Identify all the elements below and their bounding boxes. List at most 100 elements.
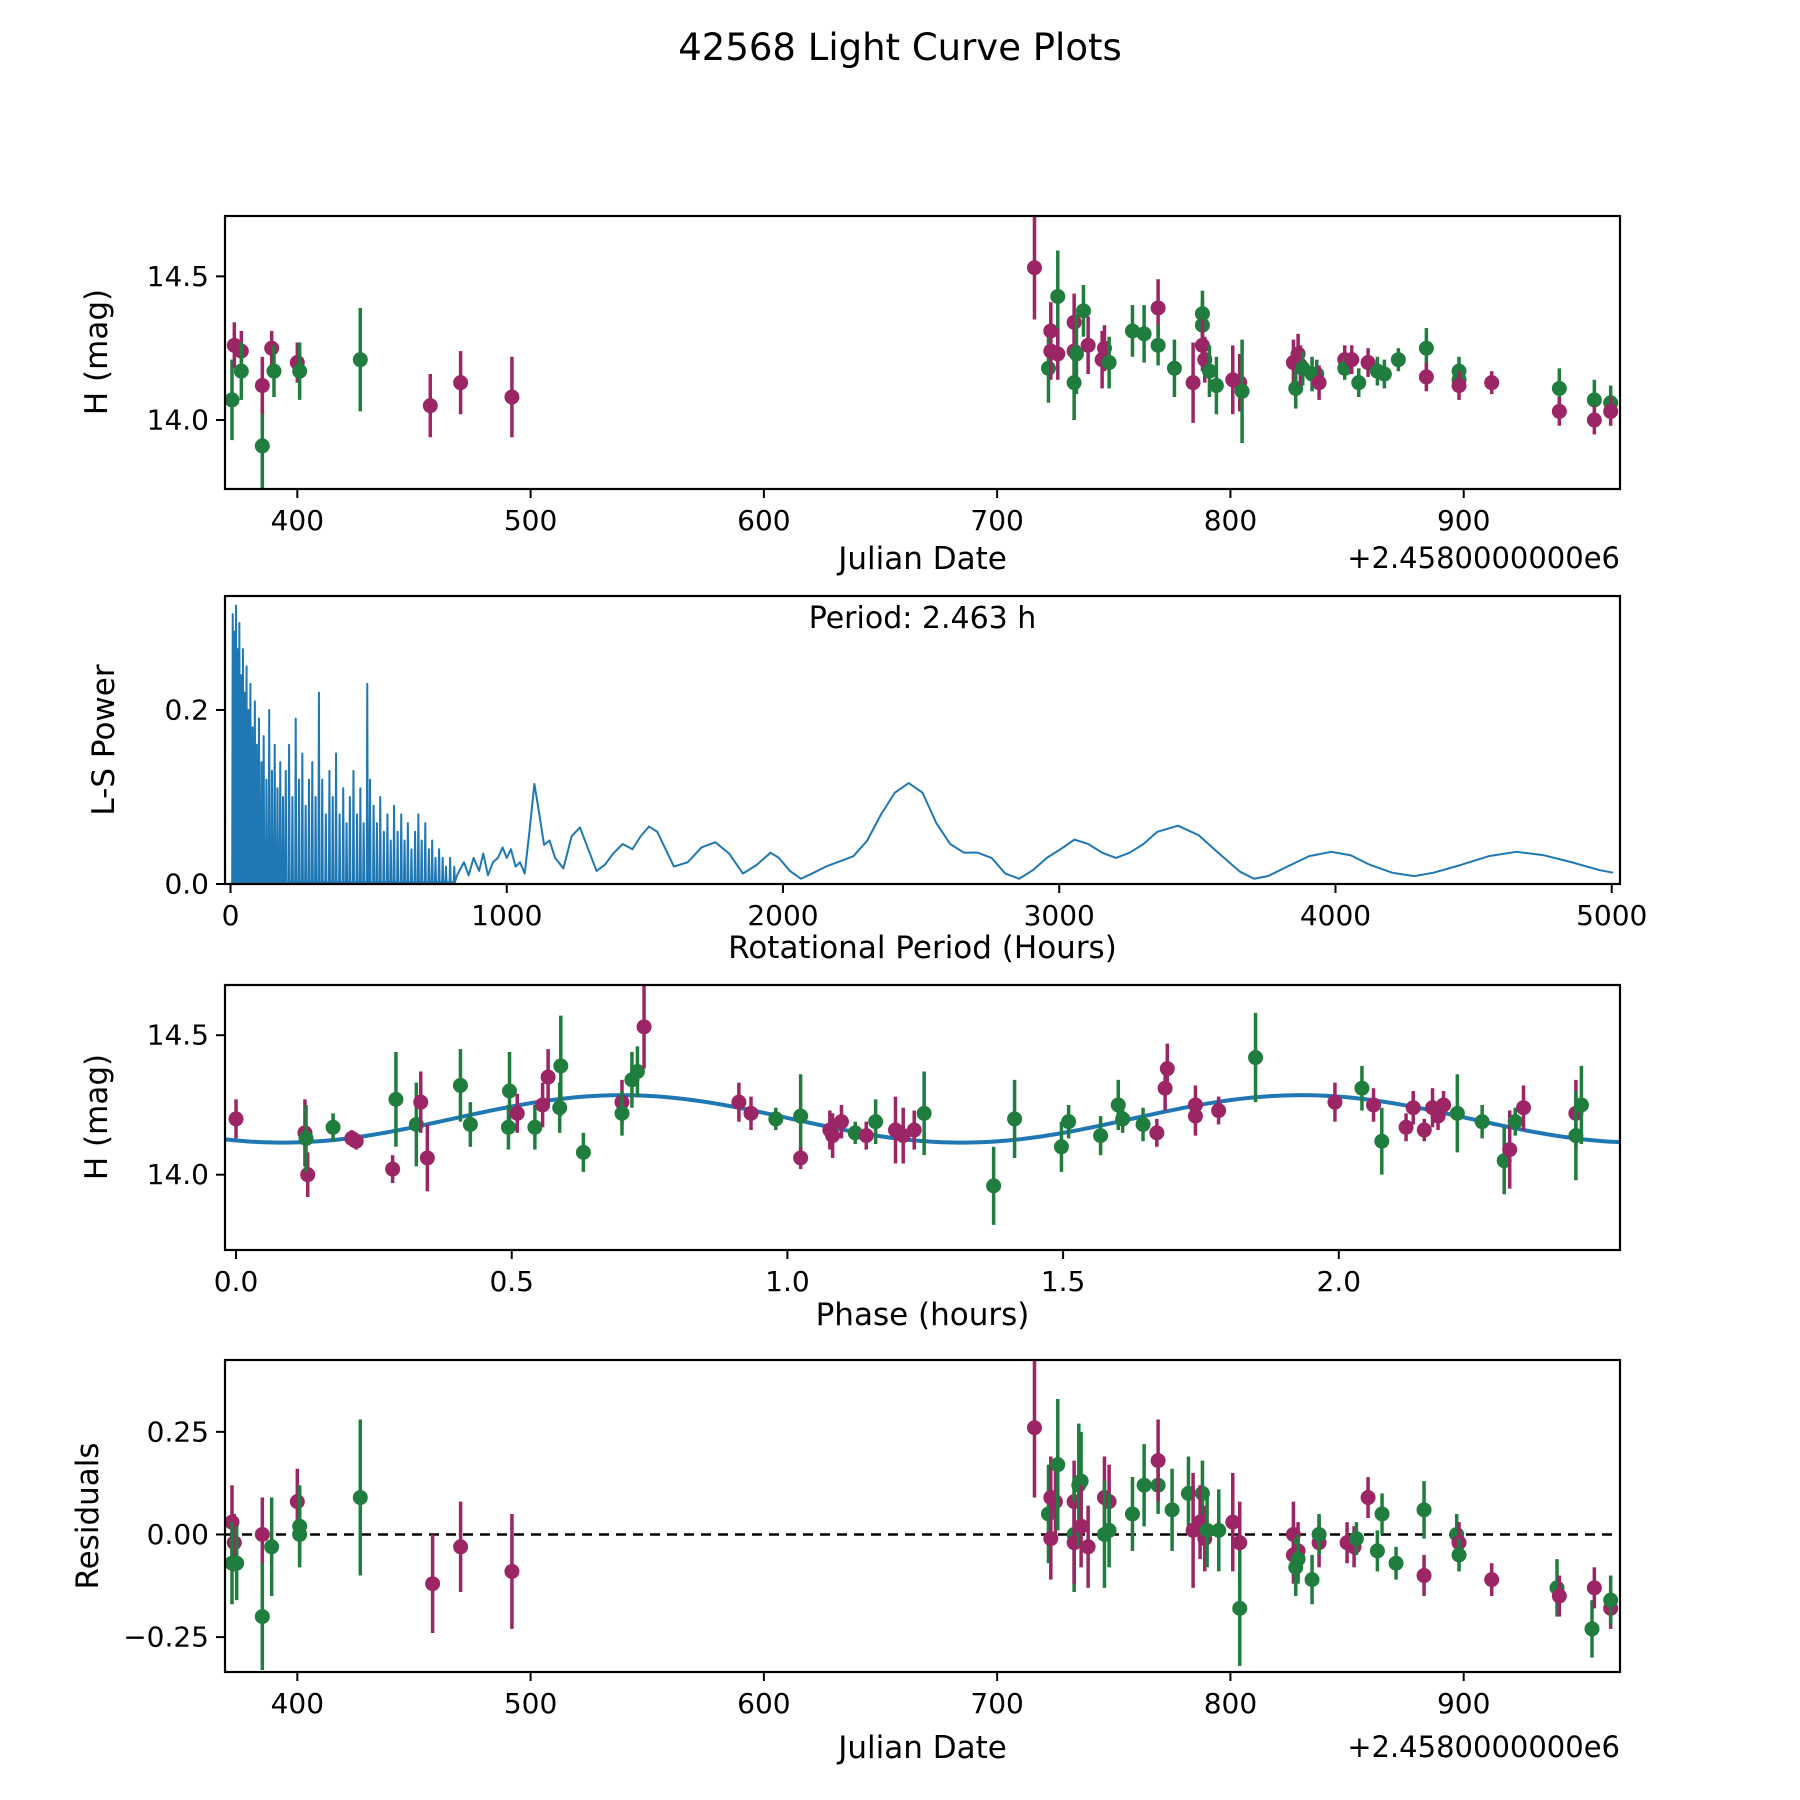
data-point-magenta: [1603, 403, 1619, 419]
periodogram-ytick: 0.2: [164, 693, 209, 726]
data-point-green: [1066, 375, 1082, 391]
phase_folded-xtick: 1.5: [1041, 1265, 1086, 1298]
data-point-green: [1115, 1111, 1131, 1127]
panel-jd_mag: 400 500 600 700 800 900 14.0 14.5: [147, 214, 1622, 537]
data-point-green: [553, 1058, 569, 1074]
data-point-green: [1584, 1621, 1600, 1637]
data-point-magenta: [504, 389, 520, 405]
jd_mag-xtick: 500: [504, 504, 557, 537]
data-point-magenta: [254, 378, 270, 394]
panel-frame: [223, 594, 1622, 886]
residuals-xtick: 500: [504, 1687, 557, 1720]
data-point-green: [1211, 1522, 1227, 1538]
data-point-green: [916, 1105, 932, 1121]
data-point-magenta: [1026, 260, 1042, 276]
data-point-magenta: [1405, 1100, 1421, 1116]
data-point-magenta: [254, 1526, 270, 1542]
data-point-green: [1376, 366, 1392, 382]
data-point-green: [1093, 1128, 1109, 1144]
data-point-magenta: [1416, 1122, 1432, 1138]
data-point-green: [500, 1119, 516, 1135]
data-point-magenta: [264, 340, 280, 356]
data-point-magenta: [1416, 1568, 1432, 1584]
data-point-green: [793, 1108, 809, 1124]
p3-y-axis-label: H (mag): [79, 1053, 115, 1181]
data-point-green: [292, 1526, 308, 1542]
data-point-green: [629, 1063, 645, 1079]
data-point-green: [1573, 1097, 1589, 1113]
data-point-green: [1586, 392, 1602, 408]
data-point-green: [1199, 1522, 1215, 1538]
data-point-green: [502, 1083, 518, 1099]
data-point-green: [1061, 1114, 1077, 1130]
residuals-ytick: 0.00: [147, 1518, 209, 1551]
jd_mag-xtick: 800: [1204, 504, 1257, 537]
data-point-magenta: [1080, 1539, 1096, 1555]
data-point-green: [1166, 360, 1182, 376]
data-point-green: [1201, 363, 1217, 379]
data-point-magenta: [348, 1133, 364, 1149]
panel-residuals: 400 500 600 700 800 900 −0.25 0.00 0.25: [123, 1358, 1622, 1720]
data-point-green: [1124, 323, 1140, 339]
p4-x-offset-text: +2.4580000000e6: [1347, 1730, 1620, 1764]
data-point-magenta: [1551, 403, 1567, 419]
panel-periodogram: 0 1000 2000 3000 4000 5000 0.0 0.2: [164, 594, 1647, 932]
data-point-magenta: [1516, 1100, 1532, 1116]
residuals-xtick: 800: [1204, 1687, 1257, 1720]
data-point-magenta: [1430, 1108, 1446, 1124]
data-point-green: [1449, 1105, 1465, 1121]
data-point-green: [1369, 1543, 1385, 1559]
data-point-green: [1101, 1522, 1117, 1538]
data-point-magenta: [793, 1150, 809, 1166]
data-point-green: [1050, 1457, 1066, 1473]
data-point-green: [1474, 1114, 1490, 1130]
data-point-magenta: [858, 1128, 874, 1144]
data-point-magenta: [422, 398, 438, 414]
periodogram-xtick: 3000: [1024, 899, 1095, 932]
data-point-green: [1208, 378, 1224, 394]
data-point-magenta: [1327, 1094, 1343, 1110]
data-point-magenta: [1586, 412, 1602, 428]
p2-y-axis-label: L-S Power: [86, 664, 122, 816]
data-point-magenta: [1150, 1453, 1166, 1469]
data-point-magenta: [833, 1114, 849, 1130]
periodogram-xtick: 4000: [1300, 899, 1371, 932]
data-point-green: [1354, 1080, 1370, 1096]
data-point-green: [1388, 1555, 1404, 1571]
data-point-green: [388, 1091, 404, 1107]
periodogram-xtick: 0: [222, 899, 240, 932]
data-point-magenta: [1149, 1125, 1165, 1141]
data-point-magenta: [1418, 369, 1434, 385]
data-point-magenta: [1159, 1061, 1175, 1077]
data-point-green: [1416, 1502, 1432, 1518]
data-point-magenta: [385, 1161, 401, 1177]
data-point-green: [1053, 1139, 1069, 1155]
data-point-green: [1374, 1506, 1390, 1522]
data-point-magenta: [1451, 378, 1467, 394]
data-point-magenta: [1398, 1119, 1414, 1135]
phase_folded-xtick: 0.0: [214, 1265, 259, 1298]
data-point-green: [254, 1609, 270, 1625]
data-point-green: [1007, 1111, 1023, 1127]
p1-y-axis-label: H (mag): [79, 288, 115, 416]
panel-frame: [223, 1358, 1622, 1674]
data-point-green: [292, 363, 308, 379]
data-point-magenta: [906, 1122, 922, 1138]
data-point-green: [1136, 1477, 1152, 1493]
data-point-green: [1150, 337, 1166, 353]
phase_folded-xtick: 1.0: [765, 1265, 810, 1298]
data-point-magenta: [1344, 352, 1360, 368]
residuals-xtick: 700: [970, 1687, 1023, 1720]
residuals-xtick: 900: [1437, 1687, 1490, 1720]
jd_mag-xtick: 700: [970, 504, 1023, 537]
data-point-magenta: [453, 375, 469, 391]
data-point-green: [868, 1114, 884, 1130]
periodogram-ytick: 0.0: [164, 868, 209, 901]
data-point-magenta: [1225, 1514, 1241, 1530]
data-point-green: [352, 1490, 368, 1506]
periodogram-xtick: 2000: [747, 899, 818, 932]
data-point-green: [1232, 1600, 1248, 1616]
data-point-green: [1135, 1116, 1151, 1132]
data-point-green: [452, 1077, 468, 1093]
